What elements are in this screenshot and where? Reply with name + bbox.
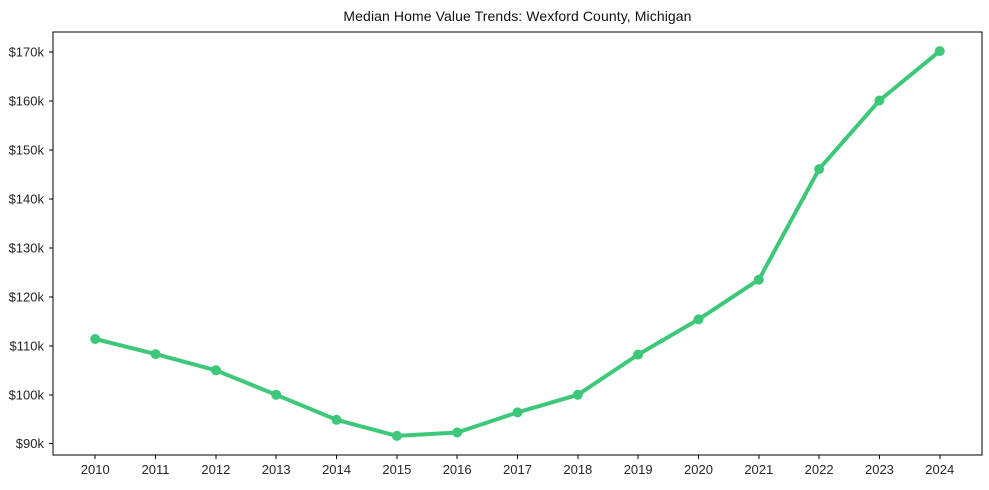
x-tick-label: 2023 — [865, 462, 894, 477]
y-tick-label: $160k — [9, 94, 45, 109]
x-tick-label: 2021 — [744, 462, 773, 477]
data-point — [90, 334, 101, 344]
x-tick-label: 2013 — [262, 462, 291, 477]
x-tick-label: 2014 — [322, 462, 351, 477]
data-point — [814, 164, 825, 175]
x-tick-label: 2011 — [142, 462, 170, 477]
x-tick-label: 2022 — [805, 462, 834, 477]
x-tick-label: 2015 — [382, 462, 411, 477]
y-tick-label: $140k — [9, 191, 45, 206]
data-point — [391, 430, 402, 441]
data-point — [874, 95, 885, 106]
x-tick-label: 2010 — [81, 462, 110, 477]
trend-line — [93, 49, 942, 438]
y-tick-label: $130k — [9, 240, 45, 255]
data-point — [150, 349, 161, 360]
y-tick-label: $170k — [9, 45, 45, 60]
data-point — [934, 46, 945, 57]
x-tick-label: 2016 — [443, 462, 472, 477]
data-point — [331, 414, 342, 425]
x-tick-label: 2024 — [925, 462, 954, 477]
y-tick-label: $100k — [9, 387, 45, 402]
x-tick-label: 2018 — [563, 462, 592, 477]
data-point — [572, 389, 583, 400]
data-point — [693, 314, 704, 325]
y-tick-label: $120k — [9, 289, 45, 304]
x-tick-label: 2019 — [624, 462, 653, 477]
data-point — [512, 407, 523, 418]
data-point — [271, 389, 282, 400]
x-tick-label: 2017 — [503, 462, 532, 477]
data-point — [210, 365, 221, 376]
x-tick-label: 2020 — [684, 462, 713, 477]
y-tick-label: $110k — [10, 338, 45, 353]
y-tick-label: $150k — [9, 142, 45, 157]
data-point — [753, 274, 764, 285]
plot-border — [52, 31, 983, 456]
data-point — [452, 427, 463, 438]
data-point — [633, 349, 644, 360]
y-tick-label: $90k — [16, 436, 45, 451]
chart-title: Median Home Value Trends: Wexford County… — [343, 8, 692, 24]
x-tick-label: 2012 — [201, 462, 230, 477]
